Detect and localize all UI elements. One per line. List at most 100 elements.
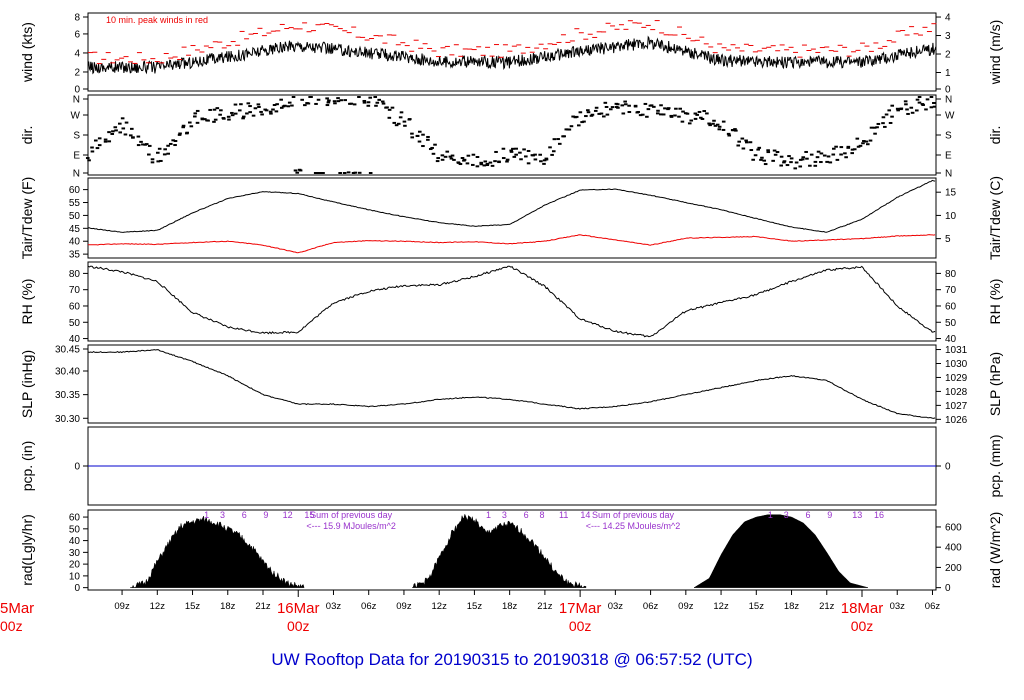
dir-point	[279, 106, 284, 109]
sun-hour-mark: 3	[784, 510, 789, 520]
dir-point	[633, 105, 638, 108]
dir-point	[839, 146, 844, 149]
dir-point	[426, 135, 430, 138]
dir-point	[702, 110, 707, 113]
day-label-date: 17Mar	[559, 600, 602, 617]
dir-point	[435, 160, 440, 163]
dir-point	[203, 118, 207, 121]
xtick-label: 21z	[537, 601, 553, 612]
dir-point	[352, 103, 357, 106]
daily-sum-annotation: Sum of previous day	[310, 510, 393, 520]
dir-point	[756, 148, 760, 151]
dir-point	[700, 117, 705, 120]
dir-point	[835, 158, 840, 161]
dir-point	[544, 158, 549, 161]
ylabel-left-pcp: pcp. (in)	[19, 441, 35, 492]
dir-point	[219, 109, 223, 112]
dir-point	[271, 108, 275, 111]
dir-point	[645, 115, 649, 118]
dir-point	[377, 98, 382, 101]
dir-point	[669, 114, 674, 117]
dir-point	[872, 126, 877, 129]
dir-point	[97, 137, 102, 140]
dir-point	[357, 171, 362, 174]
ytick-label-left-temp: 55	[69, 198, 81, 209]
dir-point	[293, 169, 298, 172]
dir-point	[733, 128, 737, 131]
dir-point	[713, 124, 718, 127]
dir-point	[147, 144, 152, 147]
dir-point	[398, 116, 403, 119]
ytick-label-right-wind: 3	[945, 31, 951, 42]
panel-frame-wind	[87, 12, 937, 92]
dir-point	[548, 146, 552, 149]
dir-point	[689, 119, 694, 122]
dir-point	[375, 101, 380, 104]
dir-point	[518, 151, 522, 154]
dir-point	[717, 128, 722, 131]
xtick-label: 15z	[185, 601, 201, 612]
dir-point	[920, 103, 925, 106]
dir-point	[762, 159, 767, 162]
dir-point	[215, 107, 220, 110]
dir-point	[640, 113, 645, 116]
dir-point	[272, 104, 277, 107]
dir-point	[556, 138, 560, 141]
dir-point	[188, 121, 192, 124]
dir-point	[230, 111, 234, 114]
dir-point	[505, 158, 510, 161]
sun-hour-mark: 8	[539, 510, 544, 520]
dir-point	[876, 122, 881, 125]
dir-point	[460, 157, 465, 160]
dir-point	[121, 127, 126, 130]
dir-point	[685, 112, 690, 115]
dir-point	[779, 164, 783, 167]
dir-point	[760, 156, 764, 159]
dir-point	[396, 122, 401, 125]
xtick-label: 12z	[432, 601, 448, 612]
ytick-label-left-rh: 80	[69, 269, 81, 280]
dir-point	[610, 106, 615, 109]
dir-point	[801, 156, 806, 159]
dir-point	[638, 114, 643, 117]
dir-point	[712, 119, 716, 122]
dir-point	[497, 160, 501, 163]
dir-point	[659, 104, 663, 107]
dir-point	[805, 157, 809, 160]
dir-point	[511, 147, 515, 150]
ylabel-right-rh: RH (%)	[987, 279, 1003, 325]
day-label-hour: 00z	[851, 618, 874, 634]
series-line-temp-Tair	[87, 179, 936, 233]
xtick-label: 18z	[502, 601, 518, 612]
dir-point	[787, 155, 791, 158]
dir-point	[417, 140, 422, 143]
ytick-label-left-rh: 40	[69, 334, 81, 345]
ytick-label-right-dir: E	[945, 151, 952, 162]
dir-point	[162, 153, 167, 156]
dir-point	[826, 155, 831, 158]
xtick-label: 12z	[713, 601, 729, 612]
dir-point	[819, 161, 823, 164]
ytick-label-right-rad: 200	[945, 563, 962, 574]
dir-point	[368, 172, 373, 174]
dir-point	[230, 114, 235, 117]
dir-point	[313, 172, 318, 174]
dir-point	[178, 132, 182, 135]
dir-point	[136, 135, 141, 138]
dir-point	[136, 144, 141, 147]
dir-point	[475, 165, 480, 168]
dir-point	[327, 99, 331, 102]
dir-point	[571, 115, 575, 118]
dir-point	[287, 101, 292, 104]
dir-point	[290, 104, 294, 107]
dir-point	[550, 153, 554, 156]
dir-point	[505, 160, 509, 163]
dir-point	[248, 111, 252, 114]
ytick-label-right-slp: 1029	[945, 373, 968, 384]
dir-point	[539, 160, 543, 163]
dir-point	[852, 148, 857, 151]
day-label-date: 5Mar	[0, 600, 34, 617]
dir-point	[741, 147, 746, 150]
dir-point	[150, 158, 155, 161]
dir-point	[399, 111, 404, 114]
